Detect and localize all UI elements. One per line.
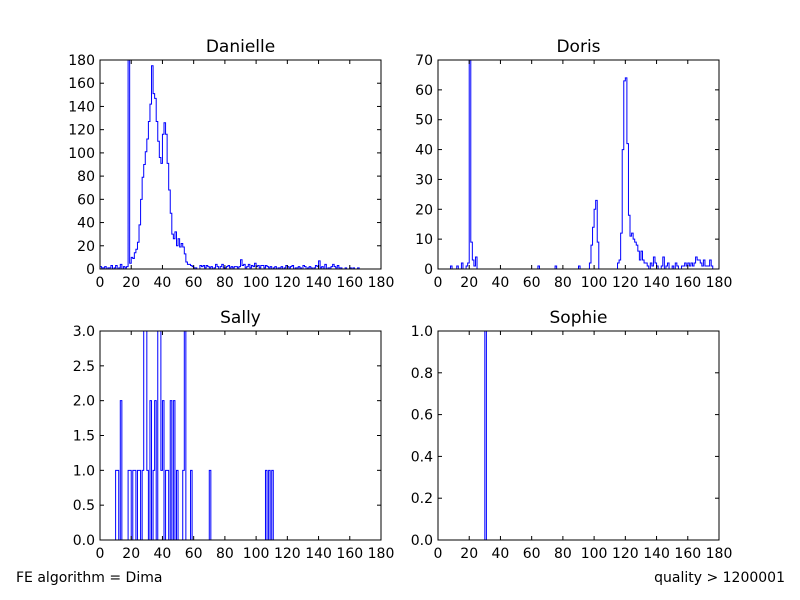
y-tick-label: 160 — [68, 76, 95, 92]
y-tick-label: 180 — [68, 53, 95, 69]
x-tick-label: 140 — [305, 546, 332, 562]
x-tick-label: 120 — [274, 275, 301, 291]
x-tick-label: 60 — [185, 546, 203, 562]
axes-frame — [99, 59, 382, 270]
y-tick-label: 30 — [415, 172, 433, 188]
x-tick-label: 100 — [243, 275, 270, 291]
x-tick-label: 20 — [122, 546, 140, 562]
y-tick-label: 70 — [415, 53, 433, 69]
y-tick-label: 60 — [77, 192, 95, 208]
subplot-title: Doris — [556, 37, 600, 57]
footer-algorithm-label: FE algorithm = Dima — [16, 570, 163, 586]
x-tick-label: 140 — [643, 546, 670, 562]
x-tick-label: 0 — [434, 546, 443, 562]
x-tick-label: 160 — [674, 546, 701, 562]
histogram-line — [100, 60, 381, 269]
y-tick-label: 40 — [77, 216, 95, 232]
x-tick-label: 80 — [554, 275, 572, 291]
y-tick-label: 1.0 — [73, 463, 95, 479]
x-tick-label: 160 — [674, 275, 701, 291]
axes-frame — [437, 330, 720, 541]
subplot-doris: Doris 0 20 40 60 80 100 120 140 160 180 0 10 20 30 40 50… — [415, 37, 732, 291]
x-tick-label: 180 — [706, 546, 733, 562]
x-tick-label: 180 — [368, 275, 395, 291]
y-tick-label: 0.5 — [73, 498, 95, 514]
histogram-line — [449, 60, 715, 269]
x-tick-label: 80 — [216, 546, 234, 562]
x-tick-label: 100 — [581, 275, 608, 291]
y-tick-label: 1.5 — [73, 429, 95, 445]
x-tick-label: 80 — [554, 546, 572, 562]
y-tick-label: 0 — [424, 262, 433, 278]
x-tick-label: 0 — [434, 275, 443, 291]
x-tick-label: 160 — [336, 275, 363, 291]
footer-quality-label: quality > 1200001 — [654, 570, 785, 586]
y-tick-label: 100 — [68, 146, 95, 162]
histogram-line — [115, 331, 275, 540]
y-tick-label: 0.0 — [411, 533, 433, 549]
y-tick-label: 10 — [415, 232, 433, 248]
subplot-sophie: Sophie 0 20 40 60 80 100 120 140 160 180 0.0 0.2 0.4 0… — [411, 308, 733, 562]
axes-frame — [437, 59, 720, 270]
x-tick-label: 60 — [185, 275, 203, 291]
x-tick-label: 140 — [305, 275, 332, 291]
y-tick-label: 0 — [86, 262, 95, 278]
y-tick-label: 0.2 — [411, 491, 433, 507]
x-tick-label: 20 — [460, 275, 478, 291]
x-tick-label: 0 — [96, 546, 105, 562]
y-tick-label: 140 — [68, 99, 95, 115]
subplot-title: Sally — [220, 308, 261, 328]
x-tick-label: 100 — [243, 546, 270, 562]
x-tick-label: 180 — [368, 546, 395, 562]
subplot-title: Danielle — [206, 37, 275, 57]
x-tick-label: 60 — [523, 546, 541, 562]
x-tick-label: 80 — [216, 275, 234, 291]
x-tick-label: 180 — [706, 275, 733, 291]
x-tick-label: 100 — [581, 546, 608, 562]
x-tick-label: 0 — [96, 275, 105, 291]
y-tick-label: 20 — [77, 239, 95, 255]
y-tick-label: 40 — [415, 143, 433, 159]
x-tick-label: 40 — [492, 275, 510, 291]
y-tick-label: 0.8 — [411, 366, 433, 382]
subplot-title: Sophie — [550, 308, 608, 328]
y-tick-label: 0.0 — [73, 533, 95, 549]
x-tick-label: 120 — [274, 546, 301, 562]
y-tick-label: 80 — [77, 169, 95, 185]
y-tick-label: 20 — [415, 202, 433, 218]
x-tick-label: 20 — [460, 546, 478, 562]
y-tick-label: 0.6 — [411, 408, 433, 424]
x-tick-label: 20 — [122, 275, 140, 291]
x-tick-label: 120 — [612, 546, 639, 562]
subplot-sally: Sally 0 20 40 60 80 100 120 140 160 180 0.0 0.5 1.0 1.… — [73, 308, 395, 562]
y-tick-label: 1.0 — [411, 324, 433, 340]
histogram-line — [484, 331, 488, 540]
x-tick-label: 60 — [523, 275, 541, 291]
x-tick-label: 40 — [492, 546, 510, 562]
y-tick-label: 2.5 — [73, 359, 95, 375]
x-tick-label: 160 — [336, 546, 363, 562]
x-tick-label: 40 — [154, 546, 172, 562]
y-tick-label: 50 — [415, 113, 433, 129]
x-tick-label: 140 — [643, 275, 670, 291]
y-tick-label: 2.0 — [73, 394, 95, 410]
y-tick-label: 120 — [68, 123, 95, 139]
x-tick-label: 40 — [154, 275, 172, 291]
y-tick-label: 0.4 — [411, 449, 433, 465]
x-tick-label: 120 — [612, 275, 639, 291]
y-tick-label: 3.0 — [73, 324, 95, 340]
y-tick-label: 60 — [415, 83, 433, 99]
